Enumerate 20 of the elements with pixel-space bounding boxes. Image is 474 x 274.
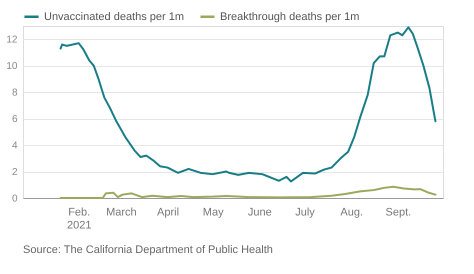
- legend-label: Unvaccinated deaths per 1m: [44, 10, 184, 23]
- y-tick-label: 2: [12, 167, 18, 178]
- x-tick-label: May: [202, 206, 224, 218]
- x-tick-label: June: [248, 206, 272, 218]
- x-tick-label: April: [157, 206, 180, 218]
- x-tick-label: July: [295, 206, 316, 218]
- y-tick-label: 0: [12, 194, 18, 204]
- source-note: Source: The California Department of Public Health: [23, 244, 273, 256]
- x-tick-label: Aug.: [340, 206, 363, 218]
- y-tick-label: 10: [6, 61, 18, 72]
- y-tick-label: 8: [12, 88, 18, 99]
- y-tick-label: 4: [12, 140, 18, 152]
- x-tick-label: Feb. 2021: [66, 206, 92, 232]
- line-series: [60, 186, 436, 199]
- y-tick-label: 6: [12, 114, 18, 126]
- line-series: [60, 26, 436, 182]
- y-tick-label: 12: [6, 34, 18, 46]
- x-tick-label: Sept.: [385, 206, 412, 218]
- legend-label: Breakthrough deaths per 1m: [220, 10, 360, 23]
- x-tick-label: March: [106, 206, 137, 218]
